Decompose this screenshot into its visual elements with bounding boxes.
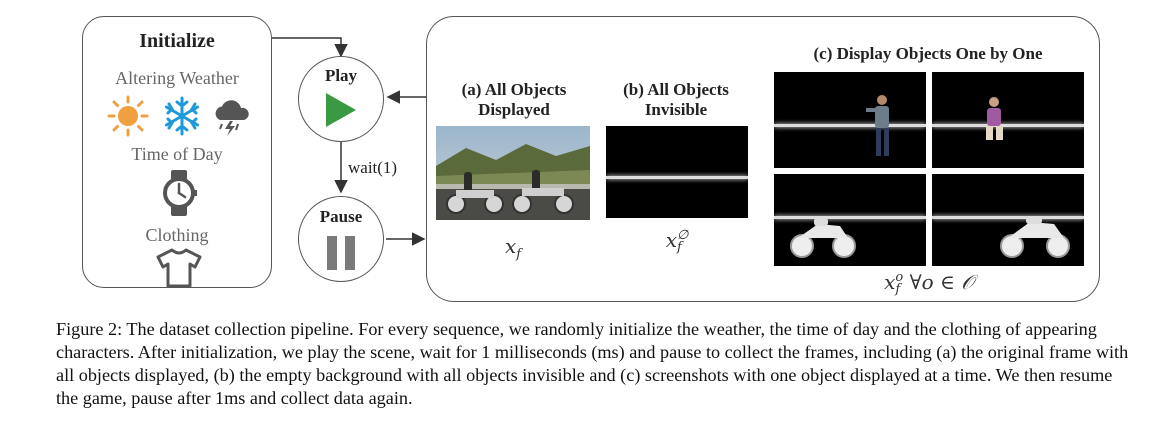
pipeline-arrows [272,37,426,246]
snowflake-icon [164,96,200,136]
panel-c-frame-1 [774,72,926,168]
panel-b-math: x ∅ f [665,227,689,255]
weather-label: Altering Weather [115,68,239,88]
clothing-label: Clothing [145,225,209,245]
watch-icon [163,170,197,216]
panel-a-math: xf [504,234,522,262]
time-of-day-label: Time of Day [131,144,223,164]
pause-label: Pause [319,207,363,226]
panel-a-frame [436,126,590,220]
panel-c-title: (c) Display Objects One by One [813,44,1043,63]
tshirt-icon [156,248,202,288]
panel-a-title: (a) All Objects Displayed [461,80,567,119]
sun-icon [107,95,149,137]
panel-c-frame-2 [932,72,1084,168]
motorcycle-figure-2 [1000,216,1070,258]
capture-panel [426,16,1100,302]
panel-b-frame [606,126,748,218]
initialize-title: Initialize [139,30,215,52]
play-node [298,56,384,142]
motorcycle-figure-1 [790,218,856,258]
storm-cloud-icon [215,100,249,136]
panel-c-frame-4 [932,174,1084,266]
play-icon [326,93,356,127]
pause-icon [327,236,355,270]
play-label: Play [324,66,358,85]
panel-c-frame-3 [774,174,926,266]
pause-node [298,196,384,282]
character-figure-1 [866,95,889,156]
panel-b-title: (b) All Objects Invisible [623,80,729,119]
figure-caption: Figure 2: The dataset collection pipelin… [56,319,1129,408]
character-figure-2 [986,97,1003,140]
wait-label: wait(1) [348,158,398,177]
